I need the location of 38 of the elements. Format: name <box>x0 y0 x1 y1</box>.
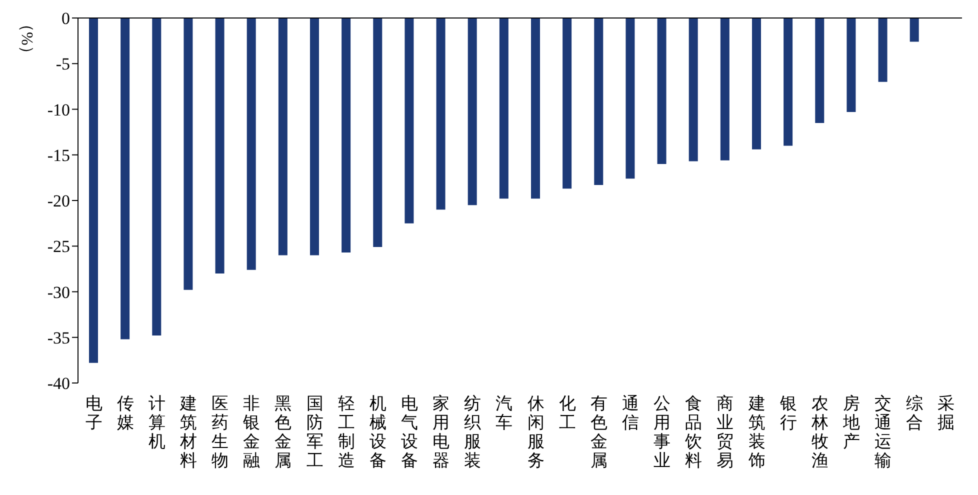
x-tick-label: 轻工制造 <box>338 394 355 470</box>
x-tick-label: 化工 <box>558 394 576 432</box>
x-tick-label: 综合 <box>906 394 924 432</box>
x-tick-label: 食品饮料 <box>684 394 702 470</box>
x-tick-label: 农林牧渔 <box>810 394 828 470</box>
x-tick-label: 休闲服务 <box>527 394 544 470</box>
y-tick-label: -10 <box>47 100 70 120</box>
x-tick-label: 采掘 <box>938 394 955 432</box>
x-tick-label: 通信 <box>622 394 639 432</box>
x-tick-label: 交通运输 <box>874 394 892 470</box>
x-tick-label: 电气设备 <box>401 394 418 470</box>
y-tick-label: -20 <box>47 192 70 211</box>
x-tick-label: 机械设备 <box>369 394 386 470</box>
x-tick-label: 房地产 <box>842 394 860 451</box>
y-tick-label: -25 <box>47 237 70 256</box>
x-tick-label: 商业贸易 <box>716 394 734 470</box>
x-tick-label: 计算机 <box>148 394 166 451</box>
x-tick-label: 纺织服装 <box>464 394 482 470</box>
y-tick-label: 0 <box>62 9 70 28</box>
x-tick-label: 汽车 <box>496 394 513 432</box>
x-tick-label: 银行 <box>778 394 797 432</box>
x-tick-label: 国防军工 <box>306 394 324 470</box>
x-tick-label: 公用事业 <box>654 394 671 470</box>
x-tick-label: 有色金属 <box>590 394 608 470</box>
x-tick-label: 非银金融 <box>242 394 260 470</box>
y-tick-label: -30 <box>47 282 70 302</box>
y-tick-label: -40 <box>47 374 70 394</box>
y-tick-label: -35 <box>47 328 70 348</box>
x-tick-label: 电子 <box>85 394 102 432</box>
y-tick-label: -15 <box>47 146 70 165</box>
x-tick-label: 医药生物 <box>212 394 229 470</box>
x-tick-label: 建筑材料 <box>179 394 197 470</box>
x-tick-label: 建筑装饰 <box>747 394 766 470</box>
x-tick-label: 黑色金属 <box>274 394 292 470</box>
x-tick-label: 家用电器 <box>432 394 450 470</box>
y-axis-title: （%） <box>18 16 35 62</box>
y-tick-label: -5 <box>56 54 70 74</box>
x-tick-label: 传媒 <box>116 394 134 432</box>
